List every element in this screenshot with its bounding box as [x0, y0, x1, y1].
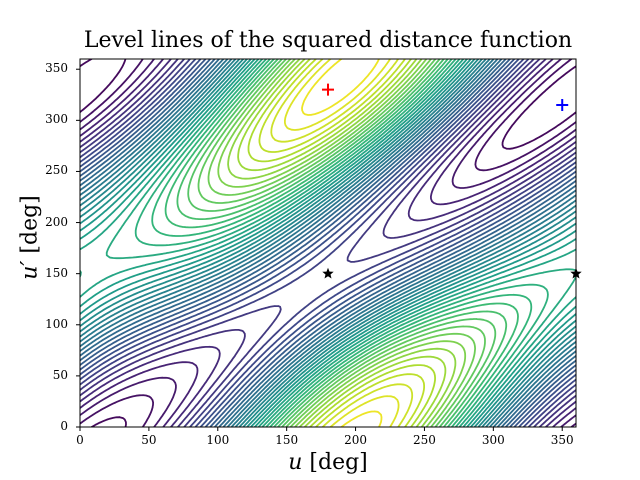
- contour-level: [134, 59, 549, 427]
- contour-level: [217, 59, 467, 427]
- tick-marks: [76, 68, 563, 431]
- contour-level: [80, 59, 576, 427]
- x-tick-label: 100: [206, 433, 230, 447]
- x-tick-label: 350: [550, 433, 574, 447]
- x-axis-label: u [deg]: [80, 450, 576, 475]
- contour-level: [227, 59, 457, 427]
- contour-level: [80, 59, 576, 427]
- contour-level: [164, 59, 519, 427]
- x-tick-label: 250: [412, 433, 436, 447]
- y-tick-label: 350: [45, 61, 68, 76]
- x-tick-label: 50: [141, 433, 157, 447]
- contour-level: [80, 59, 576, 427]
- chart-title: Level lines of the squared distance func…: [83, 28, 573, 53]
- minimum-plus-marker: [556, 99, 569, 111]
- x-tick-label: 300: [481, 433, 505, 447]
- contour-level: [247, 59, 436, 427]
- contour-level: [80, 59, 576, 427]
- contour-level: [80, 59, 576, 427]
- contour-level: [80, 59, 576, 427]
- contour-level: [80, 59, 576, 427]
- contour-level: [80, 59, 576, 427]
- contour-level: [80, 59, 576, 427]
- contour-level: [80, 59, 576, 427]
- contour-level: [80, 59, 576, 427]
- y-tick-label: 200: [45, 214, 68, 229]
- x-axis-variable: u: [288, 450, 303, 475]
- contour-lines: [80, 59, 576, 427]
- contour-level: [80, 59, 576, 427]
- contour-level: [270, 59, 414, 427]
- y-axis-label: u′ [deg]: [18, 178, 43, 298]
- x-axis-unit: [deg]: [302, 450, 368, 475]
- contour-level: [187, 59, 497, 427]
- contour-level: [80, 59, 576, 427]
- contour-level: [151, 59, 533, 427]
- contour-level: [258, 59, 425, 427]
- y-tick-label: 150: [45, 265, 68, 280]
- contour-level: [80, 59, 576, 427]
- contour-level: [80, 59, 576, 427]
- contour-level: [207, 59, 476, 427]
- x-tick-label: 0: [76, 433, 84, 447]
- contour-level: [80, 59, 576, 427]
- contour-level: [301, 59, 383, 427]
- y-tick-label: 100: [45, 316, 68, 331]
- y-tick-label: 300: [45, 112, 68, 127]
- contour-level: [80, 59, 576, 427]
- plot-frame: [79, 58, 577, 428]
- x-tick-label: 200: [344, 433, 367, 447]
- maximum-plus-marker: [322, 83, 334, 96]
- contour-level: [80, 59, 576, 427]
- saddle-star-marker: [322, 267, 334, 279]
- contour-level: [197, 59, 486, 427]
- y-axis-unit: [deg]: [17, 195, 43, 261]
- y-tick-label: 0: [60, 419, 68, 433]
- x-tick-label: 150: [275, 433, 299, 447]
- y-axis-variable: u′: [17, 260, 43, 280]
- y-tick-label: 50: [52, 367, 68, 382]
- y-tick-label: 250: [45, 163, 68, 178]
- contour-level: [80, 59, 576, 427]
